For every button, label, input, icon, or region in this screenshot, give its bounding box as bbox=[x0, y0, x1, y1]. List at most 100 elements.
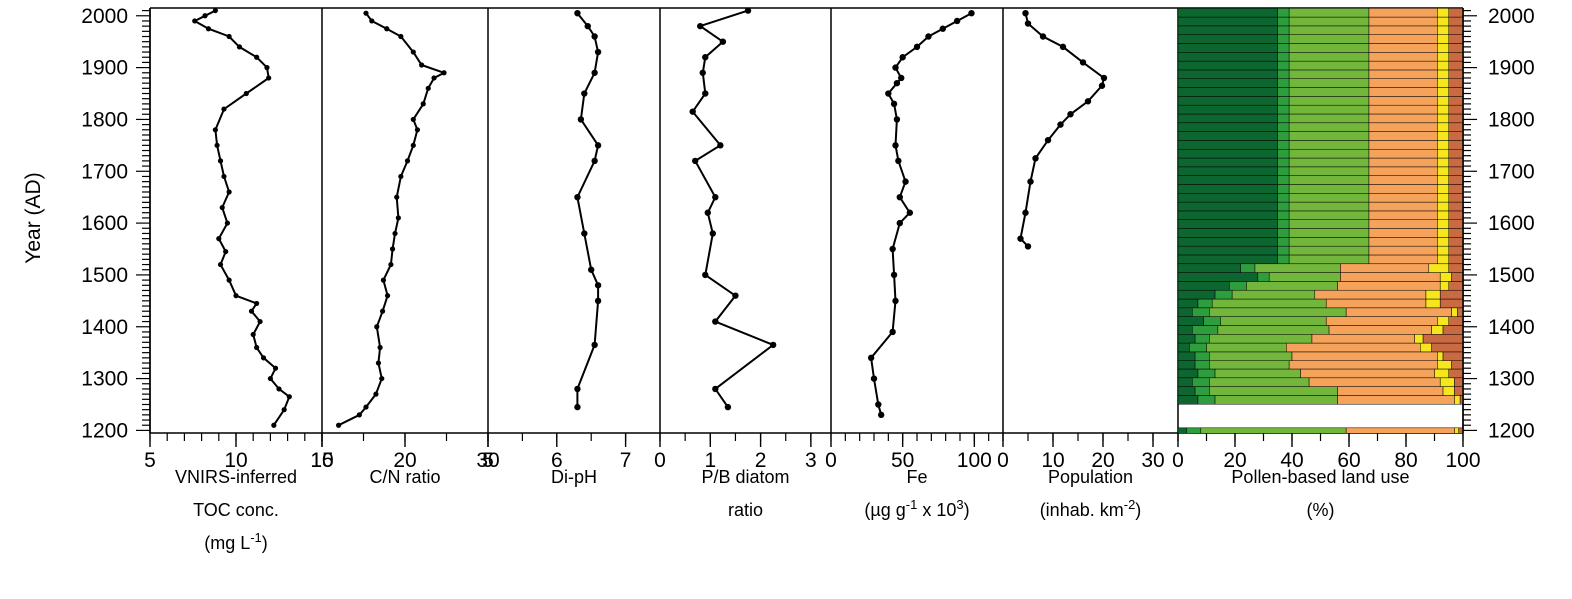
series-pop bbox=[1017, 9, 1108, 250]
data-point bbox=[384, 293, 391, 299]
pollen-bar-segment bbox=[1178, 175, 1278, 185]
pollen-bar-segment bbox=[1437, 16, 1449, 27]
data-point bbox=[902, 178, 909, 185]
pollen-bar-segment bbox=[1428, 263, 1450, 273]
pollen-bar-segment bbox=[1431, 325, 1444, 335]
data-point bbox=[221, 106, 227, 112]
data-point bbox=[267, 375, 273, 382]
y-tick-label-left: 2000 bbox=[81, 5, 128, 28]
series-pb bbox=[689, 8, 777, 411]
y-tick-label-right: 1400 bbox=[1488, 316, 1535, 339]
pollen-bar-segment bbox=[1439, 298, 1463, 309]
pollen-bar-segment bbox=[1448, 87, 1463, 97]
pollen-bar-segment bbox=[1454, 386, 1463, 396]
data-point bbox=[1084, 98, 1092, 105]
pollen-bar-segment bbox=[1368, 52, 1438, 62]
pollen-bar-segment bbox=[1437, 351, 1444, 361]
pollen-bar-segment bbox=[1437, 175, 1449, 185]
pollen-bar-segment bbox=[1178, 184, 1278, 194]
pollen-bar-segment bbox=[1178, 25, 1278, 35]
x-axis-label-text: ) bbox=[1135, 500, 1141, 520]
pollen-bar-segment bbox=[1178, 289, 1216, 300]
y-tick-label-right: 1300 bbox=[1488, 368, 1535, 391]
x-axis-label-line: P/B diatom bbox=[701, 467, 789, 487]
pollen-bar-segment bbox=[1368, 237, 1438, 247]
pollen-bar-segment bbox=[1189, 342, 1207, 353]
pollen-bar-segment bbox=[1437, 193, 1449, 203]
pollen-bar-segment bbox=[1178, 342, 1190, 353]
pollen-bar-segment bbox=[1178, 52, 1278, 62]
pollen-bar-segment bbox=[1368, 157, 1438, 168]
pollen-bar-segment bbox=[1178, 122, 1278, 132]
data-point bbox=[702, 271, 709, 279]
pollen-bar-segment bbox=[1178, 395, 1199, 405]
pollen-bar-segment bbox=[1178, 368, 1199, 379]
pollen-bar-segment bbox=[1277, 148, 1290, 159]
data-point bbox=[1024, 243, 1032, 250]
pollen-bar-segment bbox=[1437, 25, 1449, 35]
pollen-bar-segment bbox=[1277, 25, 1290, 35]
data-point bbox=[577, 116, 585, 123]
data-point bbox=[1067, 111, 1074, 118]
pollen-bar-segment bbox=[1214, 368, 1301, 379]
data-point bbox=[724, 403, 732, 411]
series-cn bbox=[336, 10, 447, 428]
pollen-bar-segment bbox=[1178, 272, 1259, 282]
pollen-bar-segment bbox=[1448, 263, 1463, 273]
y-tick-label-right: 1800 bbox=[1488, 108, 1535, 131]
pollen-bar-segment bbox=[1206, 342, 1287, 353]
data-point bbox=[377, 344, 383, 351]
pollen-bar-segment bbox=[1209, 307, 1347, 317]
pollen-bar-segment bbox=[1448, 16, 1463, 27]
pollen-bar-segment bbox=[1288, 34, 1370, 44]
pollen-bar-segment bbox=[1457, 307, 1463, 317]
pollen-bar-segment bbox=[1277, 113, 1290, 124]
data-point bbox=[889, 328, 896, 336]
pollen-bar-segment bbox=[1437, 228, 1449, 238]
pollen-bar-segment bbox=[1314, 289, 1427, 300]
pollen-bar-segment bbox=[1345, 307, 1452, 317]
pollen-bar-segment bbox=[1448, 34, 1463, 44]
data-point bbox=[892, 142, 899, 149]
pollen-bar-segment bbox=[1288, 16, 1370, 27]
pollen-bar-segment bbox=[1437, 210, 1449, 220]
pollen-bar-segment bbox=[1437, 245, 1449, 256]
x-axis-label-text: (%) bbox=[1307, 500, 1335, 520]
data-point bbox=[266, 75, 272, 81]
x-tick-label: 80 bbox=[1394, 449, 1417, 472]
pollen-bar-segment bbox=[1288, 359, 1438, 370]
data-point bbox=[697, 22, 704, 30]
pollen-bar-segment bbox=[1178, 237, 1278, 247]
data-point bbox=[885, 90, 892, 97]
pollen-bar-segment bbox=[1337, 386, 1444, 396]
pollen-bar-segment bbox=[1288, 193, 1370, 203]
pollen-bar-segment bbox=[1194, 334, 1210, 344]
x-tick-label: 10 bbox=[310, 449, 333, 472]
pollen-bar-segment bbox=[1437, 166, 1449, 176]
data-point bbox=[192, 18, 198, 24]
pollen-bar-segment bbox=[1288, 43, 1370, 53]
data-point bbox=[272, 365, 279, 371]
pollen-bar-segment bbox=[1178, 43, 1278, 53]
pollen-bar-segment bbox=[1268, 272, 1341, 282]
y-tick-label-right: 1700 bbox=[1488, 160, 1535, 183]
data-point bbox=[1057, 121, 1064, 128]
x-tick-label: 6 bbox=[551, 449, 563, 472]
pollen-bar-segment bbox=[1194, 386, 1210, 396]
data-point bbox=[221, 173, 227, 180]
pollen-bar-segment bbox=[1437, 157, 1449, 168]
pollen-bar-segment bbox=[1437, 69, 1449, 79]
data-point bbox=[410, 142, 416, 148]
pollen-bar-segment bbox=[1277, 193, 1290, 203]
pollen-bar-segment bbox=[1178, 263, 1241, 273]
data-point bbox=[254, 344, 260, 351]
pollen-bar-segment bbox=[1277, 175, 1290, 185]
pollen-bar-segment bbox=[1288, 113, 1370, 124]
data-point bbox=[893, 116, 901, 123]
pollen-bar-segment bbox=[1340, 263, 1430, 273]
pollen-bar-segment bbox=[1178, 8, 1278, 18]
x-tick-label: 20 bbox=[1223, 449, 1246, 472]
pollen-bar-segment bbox=[1300, 368, 1435, 379]
pollen-bar-segment bbox=[1277, 122, 1290, 132]
y-axis: 1200 1200 1300 1300 1400 1400 1500 1500 1600 1600… bbox=[81, 5, 1534, 443]
